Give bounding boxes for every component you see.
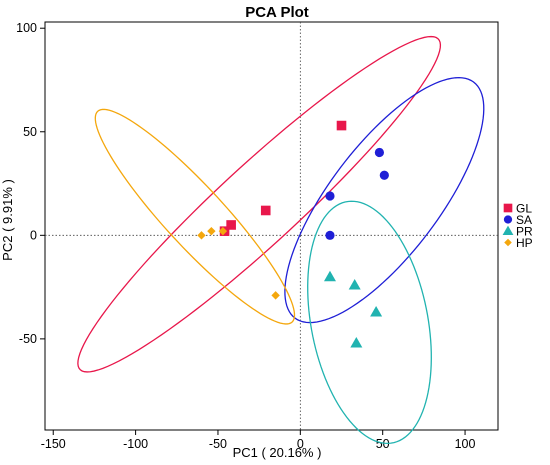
point-gl <box>226 220 236 230</box>
legend-label-pr: PR <box>516 225 533 239</box>
point-hp <box>207 226 216 236</box>
point-pr <box>323 270 336 282</box>
point-hp <box>271 291 280 300</box>
x-tick-label: 0 <box>297 437 304 451</box>
point-pr <box>350 337 363 348</box>
point-hp <box>218 226 228 236</box>
chart-title: PCA Plot <box>245 4 309 21</box>
plot-area: -150 -100 -50 0 50 100 -50 0 50 100 <box>16 21 499 451</box>
legend-label-hp: HP <box>516 236 533 250</box>
x-tick-label: -150 <box>41 437 66 451</box>
y-tick-label: 50 <box>23 125 37 139</box>
ellipse-pr <box>307 200 432 445</box>
point-gl <box>260 205 271 216</box>
x-tick-label: 100 <box>455 437 476 451</box>
legend-label-sa: SA <box>516 213 532 227</box>
point-hp <box>197 231 206 240</box>
point-sa <box>379 170 389 180</box>
ellipse-gl <box>77 35 442 373</box>
point-pr <box>370 305 383 317</box>
legend-marker-gl <box>503 203 513 213</box>
ellipse-sa <box>284 77 485 324</box>
legend-marker-sa <box>503 215 513 224</box>
point-pr <box>348 279 361 290</box>
x-tick-label: 50 <box>376 437 390 451</box>
y-tick-label: -50 <box>19 332 37 346</box>
x-tick-label: -50 <box>209 437 227 451</box>
x-axis-label: PC1 ( 20.16% ) <box>233 445 322 460</box>
point-sa <box>325 191 335 201</box>
point-sa <box>325 230 335 240</box>
x-tick-label: -100 <box>123 437 148 451</box>
y-tick-label: 0 <box>30 228 37 242</box>
legend-marker-pr <box>502 225 514 236</box>
point-sa <box>374 147 384 158</box>
point-gl <box>336 120 347 131</box>
legend-marker-hp <box>504 238 512 247</box>
legend-label-gl: GL <box>516 202 532 216</box>
y-axis-label: PC2 ( 9.91% ) <box>0 179 15 261</box>
ellipse-hp <box>94 108 296 325</box>
plot-frame <box>44 21 499 431</box>
y-tick-label: 100 <box>16 21 37 35</box>
